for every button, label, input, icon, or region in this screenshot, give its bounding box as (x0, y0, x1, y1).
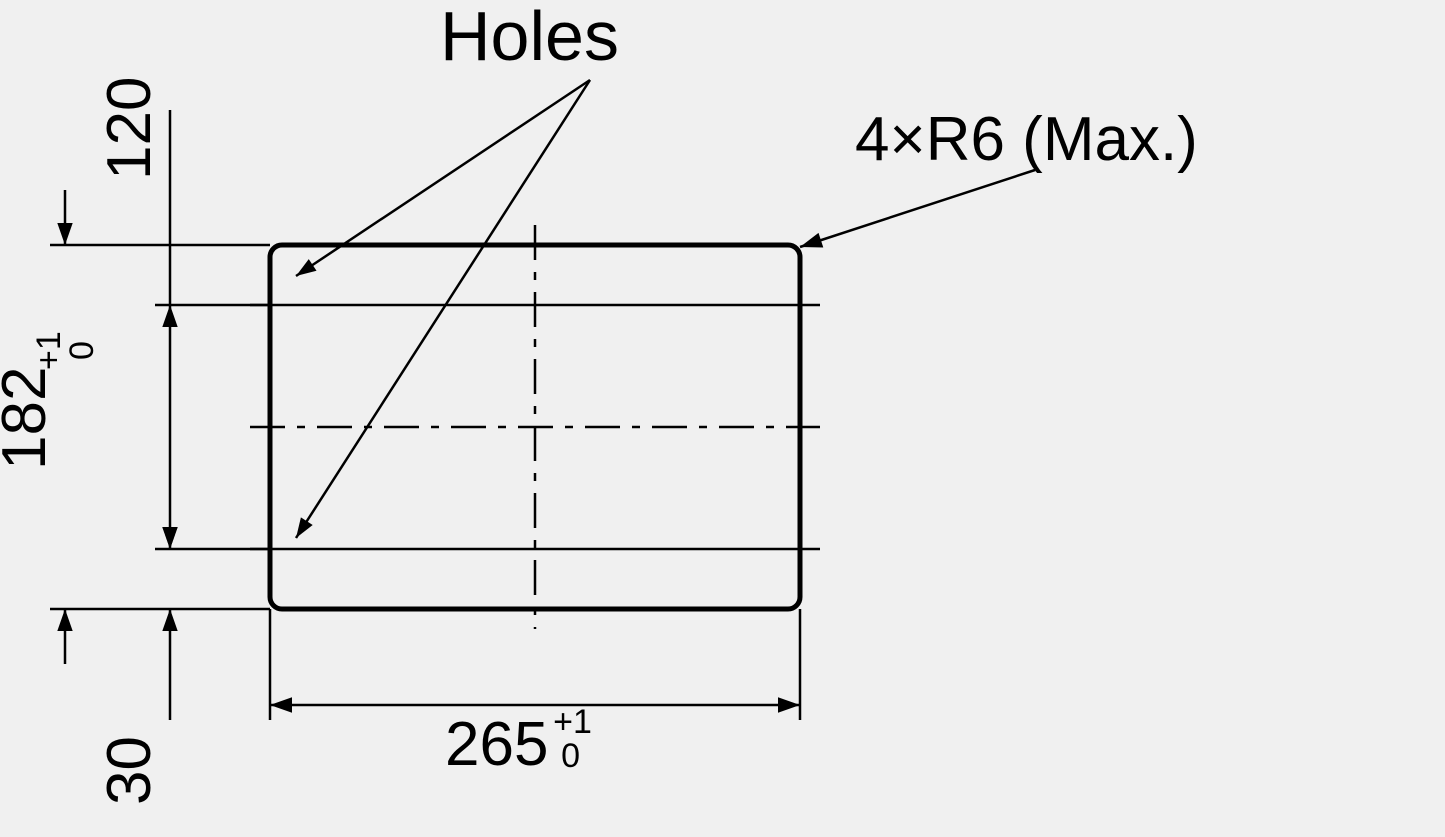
svg-text:0: 0 (561, 737, 580, 775)
callout-holes: Holes (296, 0, 619, 538)
dimension-120: 120 (95, 77, 270, 549)
label-holes: Holes (440, 0, 619, 75)
engineering-drawing: 182+10 120 30 265+10 Holes 4×R6 (Max.) (0, 0, 1445, 837)
dimension-30: 30 (95, 527, 178, 805)
svg-text:30: 30 (95, 736, 164, 805)
callout-corner-radius: 4×R6 (Max.) (800, 105, 1198, 247)
svg-text:0: 0 (63, 341, 101, 360)
label-corner-radius: 4×R6 (Max.) (855, 105, 1198, 174)
dimension-width-265: 265+10 (270, 609, 800, 779)
svg-text:182: 182 (0, 367, 59, 470)
svg-text:120: 120 (95, 77, 164, 180)
svg-text:265: 265 (445, 710, 548, 779)
dimension-height-182: 182+10 (0, 190, 270, 664)
svg-text:+1: +1 (553, 703, 592, 741)
